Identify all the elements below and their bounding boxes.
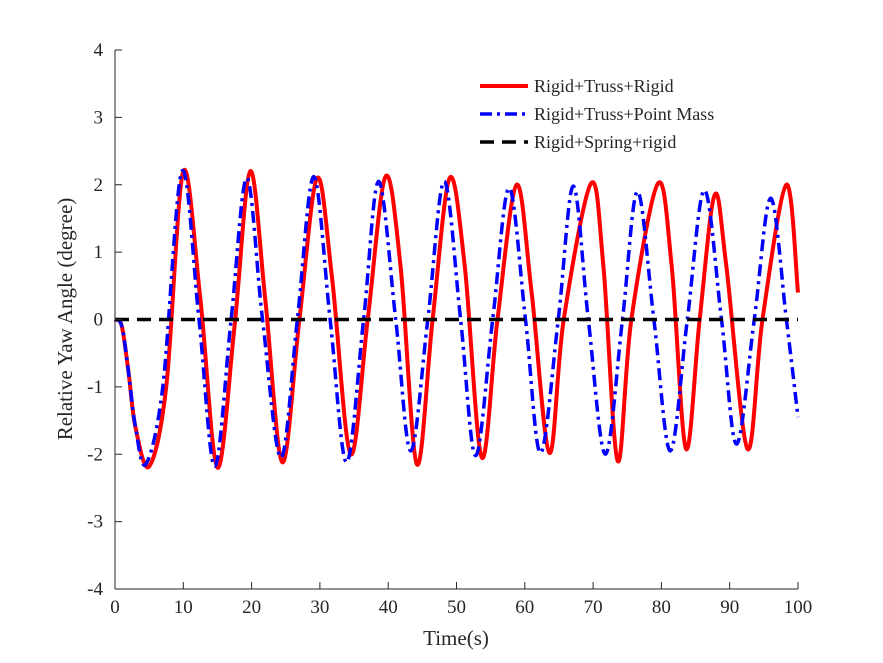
- x-tick-label: 80: [652, 597, 671, 618]
- x-axis-label: Time(s): [423, 626, 489, 650]
- legend-label-rigid-truss-rigid: Rigid+Truss+Rigid: [534, 76, 674, 96]
- x-tick-label: 40: [379, 597, 398, 618]
- x-ticks: 0 10 20 30 40 50 60 70 80 90 100: [110, 582, 812, 618]
- series-layer: [113, 167, 800, 470]
- y-tick-label: 1: [94, 242, 104, 263]
- legend-label-rigid-spring-rigid: Rigid+Spring+rigid: [534, 132, 676, 152]
- x-tick-label: 90: [720, 597, 739, 618]
- x-tick-label: 0: [110, 597, 120, 618]
- y-axis-label: Relative Yaw Angle (degree): [53, 198, 77, 441]
- y-ticks: -4 -3 -2 -1 0 1 2 3 4: [87, 40, 122, 600]
- legend-label-rigid-truss-point-mass: Rigid+Truss+Point Mass: [534, 104, 714, 124]
- legend-box: [470, 68, 780, 158]
- x-tick-label: 50: [447, 597, 466, 618]
- y-tick-label: 4: [94, 40, 104, 61]
- x-tick-label: 60: [515, 597, 534, 618]
- y-tick-label: 3: [94, 107, 104, 128]
- y-tick-label: -3: [87, 512, 103, 533]
- x-tick-label: 20: [242, 597, 261, 618]
- x-tick-label: 100: [784, 597, 813, 618]
- legend: Rigid+Truss+Rigid Rigid+Truss+Point Mass…: [470, 68, 780, 158]
- y-tick-label: 0: [94, 310, 104, 331]
- x-tick-label: 10: [174, 597, 193, 618]
- x-tick-label: 70: [584, 597, 603, 618]
- y-tick-label: -2: [87, 444, 103, 465]
- series-line-rigid-truss-point-mass: [113, 168, 800, 469]
- y-tick-label: -4: [87, 579, 103, 600]
- y-tick-label: -1: [87, 377, 103, 398]
- x-tick-label: 30: [310, 597, 329, 618]
- y-tick-label: 2: [94, 175, 104, 196]
